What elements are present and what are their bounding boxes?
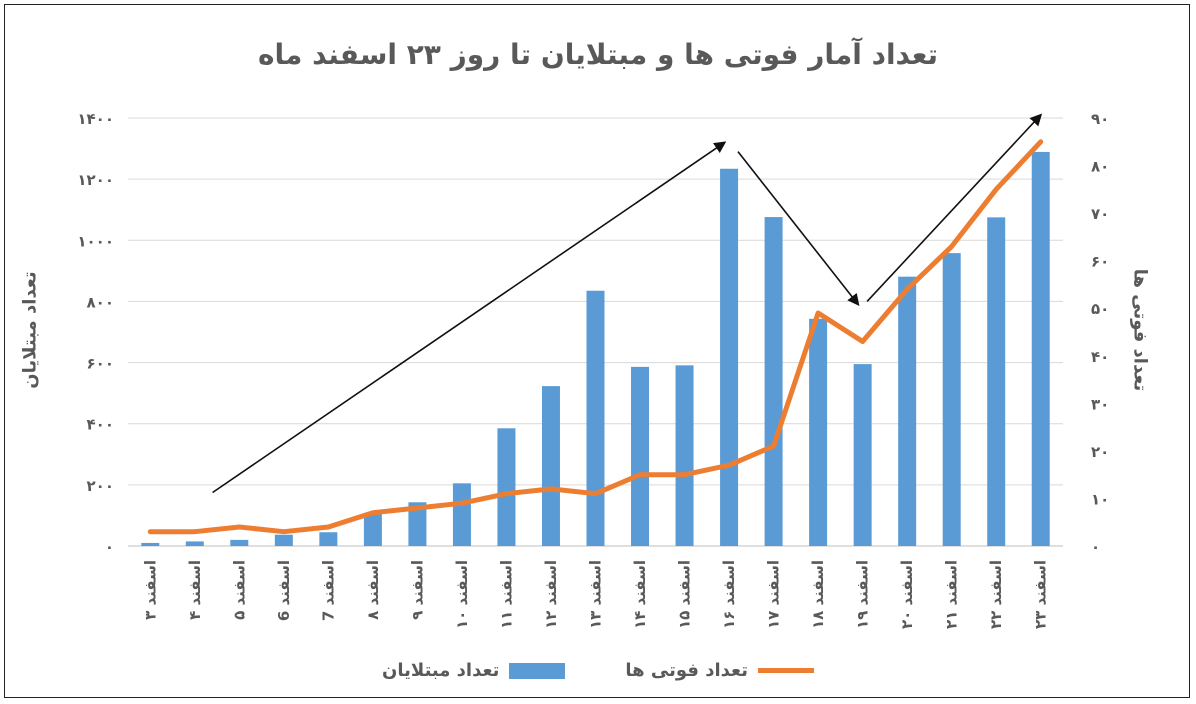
bar-cases: [1031, 151, 1050, 547]
x-tick-label: ۵ اسفند: [230, 560, 248, 620]
y-left-tick-label: ۶۰۰: [87, 355, 114, 373]
y-left-tick-label: ۱۰۰۰: [77, 232, 114, 250]
x-tick-label: ۱۲ اسفند: [542, 560, 560, 629]
x-tick-label: ۲۰ اسفند: [898, 560, 916, 629]
y-left-tick-label: ۱۲۰۰: [77, 171, 114, 189]
x-tick-label: ۱۳ اسفند: [587, 560, 605, 629]
x-tick-label: ۱۸ اسفند: [809, 560, 827, 629]
bar-cases: [987, 217, 1006, 546]
bar-cases: [942, 253, 961, 546]
bar-cases: [541, 386, 560, 546]
x-tick-label: ۱۶ اسفند: [720, 560, 738, 629]
x-tick-label: ۱۴ اسفند: [631, 560, 649, 629]
y-right-tick-label: ۹۰: [1091, 110, 1109, 128]
x-tick-label: ۲۳ اسفند: [1032, 560, 1050, 629]
chart-title: تعداد آمار فوتی ها و مبتلایان تا روز ۲۳ …: [257, 38, 939, 71]
line-deaths: [147, 139, 1044, 535]
x-tick-label: ۱۰ اسفند: [453, 560, 471, 629]
y-right-tick-label: ۴۰: [1091, 348, 1109, 366]
y-left-tick-label: ۰: [105, 538, 114, 556]
trend-arrow: [866, 113, 1043, 302]
x-tick-label: 6 اسفند: [275, 560, 293, 621]
bar-cases: [452, 483, 471, 546]
bar-cases: [363, 512, 382, 546]
y-left-tick-label: ۱۴۰۰: [77, 110, 114, 128]
bar-cases: [141, 542, 160, 546]
trend-arrow: [737, 151, 860, 307]
trend-arrow: [212, 141, 727, 494]
bar-cases: [809, 318, 828, 546]
x-tick-label: ۴ اسفند: [186, 560, 204, 620]
bar-cases: [853, 364, 872, 546]
bar-cases: [586, 290, 605, 546]
bar-cases: [631, 366, 650, 546]
x-tick-label: 7 اسفند: [319, 560, 337, 621]
bar-cases: [497, 428, 516, 546]
chart-legend: تعداد فوتی ها تعداد مبتلایان: [0, 660, 1196, 681]
bar-cases: [408, 502, 427, 546]
legend-swatch-bar: [509, 662, 566, 679]
x-tick-label: ۲۲ اسفند: [987, 560, 1005, 629]
bar-cases: [230, 539, 249, 546]
y-right-tick-label: ۰: [1091, 538, 1100, 556]
y-right-tick-label: ۸۰: [1091, 158, 1109, 176]
y-right-tick-label: ۶۰: [1091, 253, 1109, 271]
x-tick-label: ۸ اسفند: [364, 560, 382, 620]
legend-label-cases: تعداد مبتلایان: [382, 660, 500, 681]
bar-cases: [898, 276, 917, 546]
legend-item-cases: تعداد مبتلایان: [382, 660, 566, 681]
y-left-tick-label: ۲۰۰: [87, 477, 114, 495]
y-right-tick-label: ۳۰: [1091, 395, 1109, 413]
y-right-tick-label: ۲۰: [1091, 443, 1109, 461]
bar-cases: [185, 541, 204, 546]
x-tick-label: ۳ اسفند: [141, 560, 159, 620]
bar-cases: [764, 217, 783, 546]
bar-cases: [720, 168, 739, 546]
bar-cases: [274, 534, 293, 546]
x-tick-label: ۲۱ اسفند: [943, 560, 961, 629]
y-right-tick-label: ۷۰: [1091, 205, 1109, 223]
x-tick-label: ۹ اسفند: [408, 560, 426, 620]
legend-label-deaths: تعداد فوتی ها: [625, 660, 748, 681]
y-left-tick-label: ۴۰۰: [87, 416, 114, 434]
bar-cases: [675, 365, 694, 546]
x-tick-label: ۱۱ اسفند: [497, 560, 515, 629]
y-left-tick-label: ۸۰۰: [87, 293, 114, 311]
x-tick-label: ۱۷ اسفند: [765, 560, 783, 629]
x-tick-label: ۱۵ اسفند: [676, 560, 694, 629]
x-tick-label: ۱۹ اسفند: [854, 560, 872, 629]
y-right-tick-label: ۱۰: [1091, 490, 1109, 508]
legend-swatch-line: [757, 668, 814, 673]
y-right-tick-label: ۵۰: [1091, 300, 1109, 318]
legend-item-deaths: تعداد فوتی ها: [625, 660, 814, 681]
bar-cases: [319, 532, 338, 546]
